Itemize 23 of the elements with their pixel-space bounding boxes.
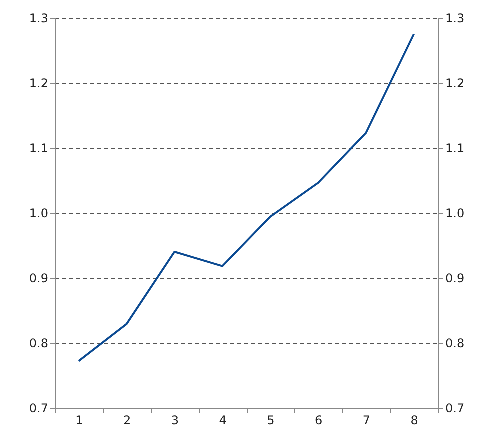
- x-tick-label: 4: [219, 414, 227, 428]
- y2-tick-label: 1.0: [446, 206, 465, 220]
- y-tick-label: 0.8: [29, 336, 48, 350]
- y-tick-label: 0.9: [29, 272, 48, 286]
- line-series: [78, 33, 416, 362]
- y-tick-label: 0.7: [29, 402, 48, 416]
- y-tick-label: 1.1: [29, 142, 48, 156]
- y2-tick-label: 1.3: [446, 12, 465, 26]
- x-tick-label: 7: [362, 414, 371, 428]
- y2-tick-label: 1.2: [446, 76, 465, 90]
- y2-tick-label: 0.8: [446, 336, 465, 350]
- y2-tick-label: 1.1: [446, 142, 465, 156]
- y-tick-label: 1.3: [29, 12, 48, 26]
- x-tick-label: 2: [123, 414, 132, 428]
- x-tick-label: 1: [76, 414, 84, 428]
- x-tick-label: 8: [410, 414, 418, 428]
- x-tick-label: 5: [267, 414, 275, 428]
- y2-tick-label: 0.7: [446, 402, 465, 416]
- x-tick-label: 3: [171, 414, 180, 428]
- y2-tick-label: 0.9: [446, 272, 465, 286]
- y-tick-label: 1.0: [29, 206, 48, 220]
- x-tick-label: 6: [314, 414, 323, 428]
- y-tick-label: 1.2: [29, 76, 48, 90]
